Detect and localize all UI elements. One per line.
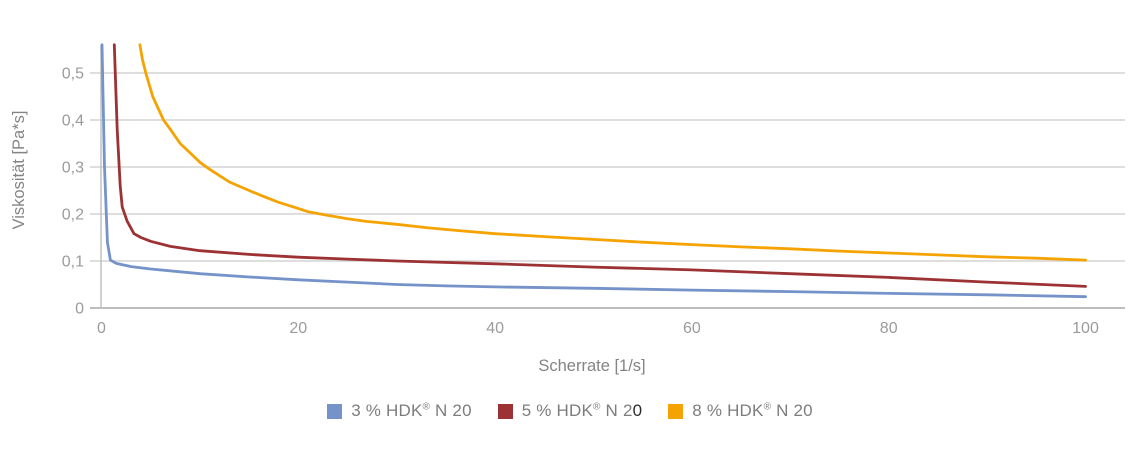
x-tick-label: 20: [289, 320, 307, 337]
legend-item: 8 % HDK® N 20: [668, 401, 813, 421]
series-line-1: [100, 43, 1087, 299]
legend-item: 3 % HDK® N 20: [327, 401, 472, 421]
x-tick-label: 80: [880, 320, 898, 337]
legend-swatch-icon: [327, 403, 343, 419]
x-tick-label: 60: [683, 320, 701, 337]
series-line-3: [138, 43, 1087, 262]
legend-swatch-icon: [497, 403, 513, 419]
legend-label: 8 % HDK® N 20: [692, 401, 813, 420]
y-tick-label: 0: [75, 301, 84, 318]
y-tick-label: 0,1: [62, 254, 84, 271]
x-tick-label: 100: [1072, 320, 1099, 337]
y-tick-label: 0,5: [62, 66, 84, 83]
legend-label: 5 % HDK® N 20: [521, 401, 643, 420]
chart-legend: 3 % HDK® N 20 5 % HDK® N 20 8 % HDK® N 20: [0, 401, 1140, 421]
y-tick-label: 0,3: [62, 160, 84, 177]
series-line-2: [112, 43, 1087, 288]
x-axis-title: Scherrate [1/s]: [538, 357, 645, 375]
y-axis-title: Viskosität [Pa*s]: [10, 111, 28, 230]
y-tick-label: 0,4: [62, 113, 84, 130]
x-tick-label: 0: [97, 320, 106, 337]
legend-item: 5 % HDK® N 20: [497, 401, 643, 421]
y-tick-label: 0,2: [62, 207, 84, 224]
legend-label: 3 % HDK® N 20: [351, 401, 472, 420]
legend-swatch-icon: [668, 403, 684, 419]
x-tick-label: 40: [486, 320, 504, 337]
